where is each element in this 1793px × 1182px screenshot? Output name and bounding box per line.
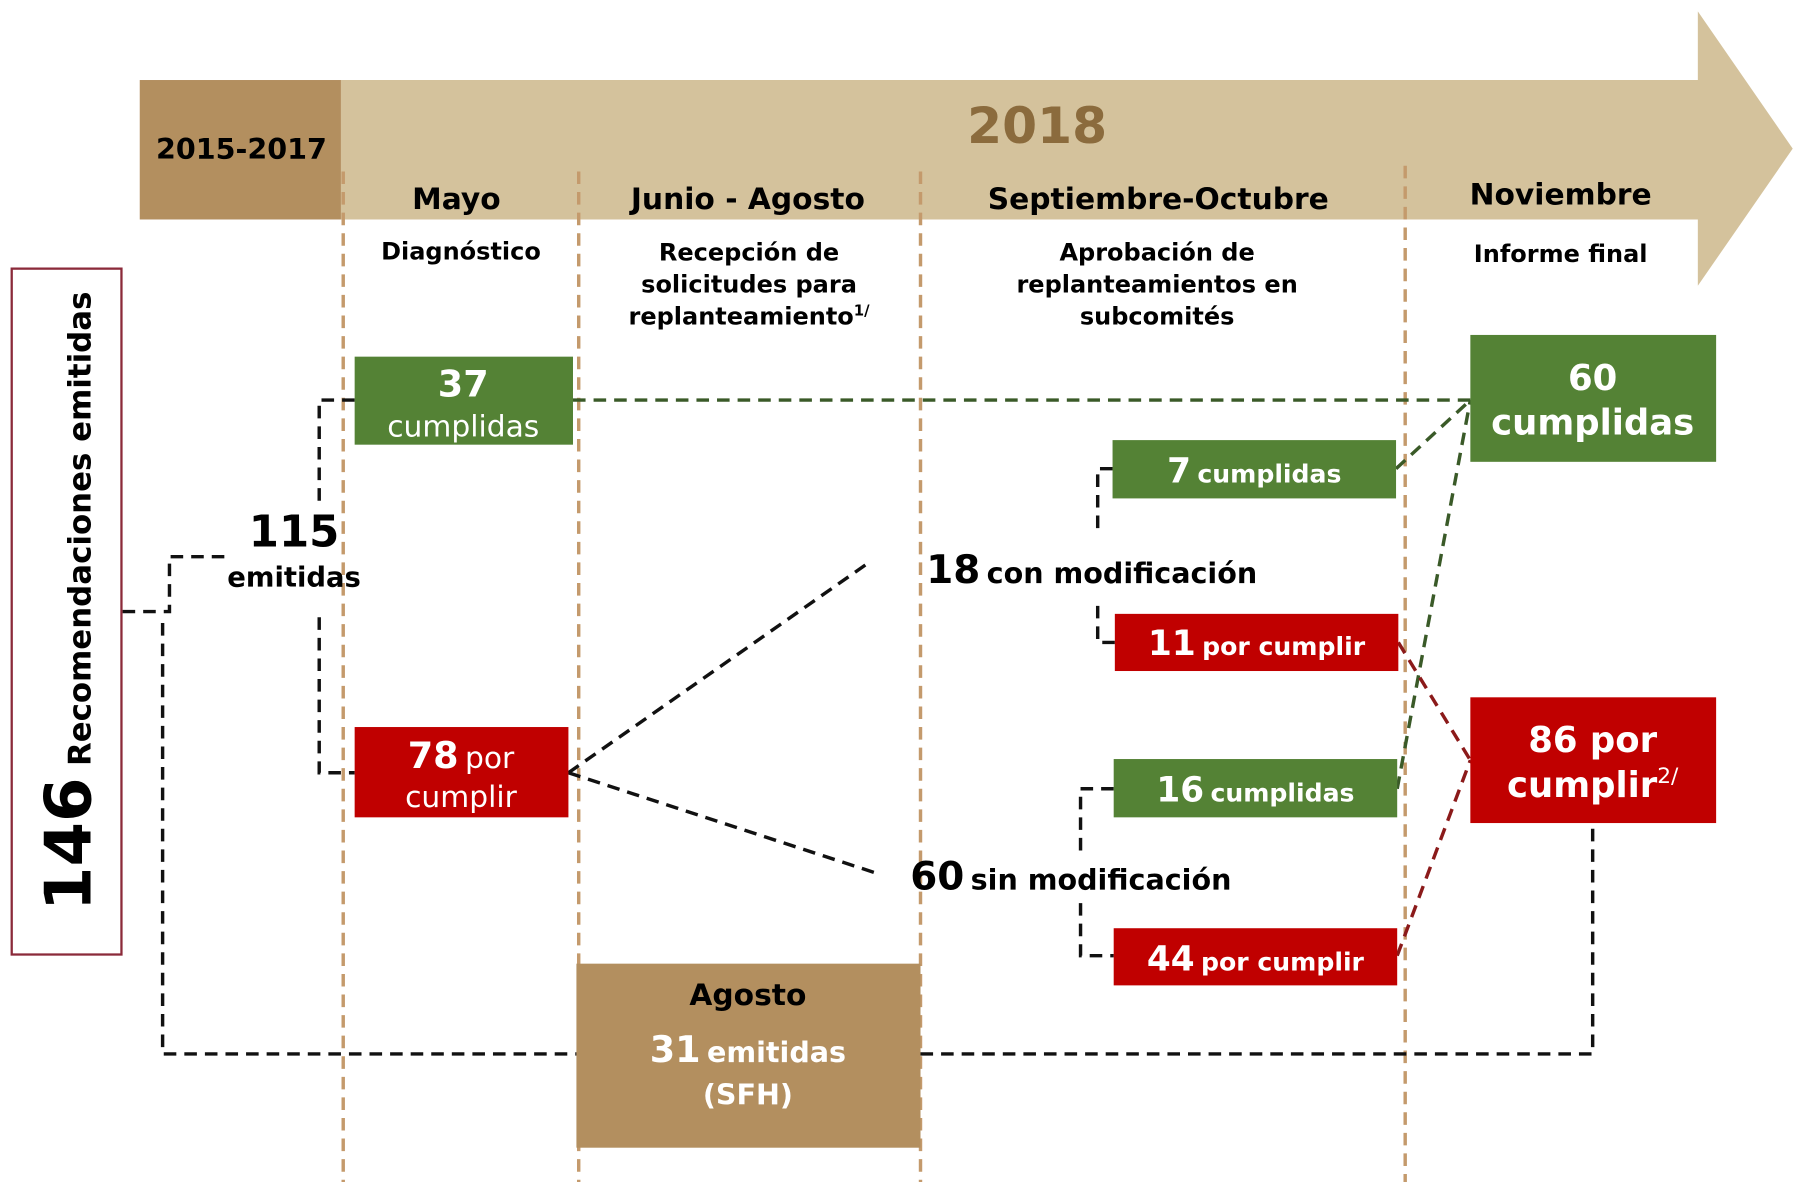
connector — [1394, 398, 1472, 470]
final-pending-box — [1470, 697, 1717, 824]
note: 1/ — [854, 302, 870, 320]
connector — [1395, 399, 1473, 790]
connector — [567, 771, 882, 877]
node-value: 115 — [249, 507, 340, 557]
node: 44 por cumplir — [1147, 940, 1365, 980]
node-value: 60 — [910, 854, 964, 899]
connector — [160, 623, 577, 1056]
connector — [920, 823, 1595, 1056]
august-box — [576, 963, 921, 1148]
august-source: (SFH) — [703, 1077, 793, 1111]
node-label: cumplidas — [387, 410, 539, 445]
node: 7 cumplidas — [1167, 451, 1341, 491]
node-label: por — [465, 741, 515, 776]
connector — [122, 554, 226, 614]
node: cumplir2/ — [1507, 764, 1679, 806]
period: 2015-2017 — [156, 132, 327, 166]
met-box — [1112, 440, 1397, 499]
node-label: cumplidas — [1491, 402, 1694, 443]
stage-line: replanteamiento — [628, 303, 853, 331]
node-value: 37 — [438, 363, 489, 406]
node-label: cumplidas — [1197, 459, 1341, 488]
connector — [1395, 759, 1472, 957]
node-value: 60 — [1568, 358, 1617, 399]
node-value: 78 — [408, 734, 459, 777]
stage: replanteamientos en — [1016, 271, 1297, 299]
node-label: cumplir — [1507, 765, 1658, 806]
node-value: 31 — [650, 1028, 701, 1071]
node-value: 18 — [926, 548, 980, 593]
month: Junio - Agosto — [629, 182, 865, 217]
node: 60 sin modificación — [910, 854, 1231, 899]
stage: Aprobación de — [1059, 239, 1254, 267]
connector — [1396, 641, 1472, 762]
met-box — [354, 356, 573, 445]
node-label: con modificación — [987, 556, 1258, 590]
pending-box — [354, 727, 569, 818]
column-dividers — [341, 165, 1407, 1182]
node: 31 emitidas — [650, 1028, 846, 1071]
node-label: emitidas — [707, 1035, 846, 1069]
total-box — [10, 267, 123, 956]
final-met-box — [1470, 334, 1717, 462]
pending-box — [1114, 613, 1399, 672]
node-label: por cumplir — [1201, 948, 1365, 977]
total: 146 Recomendaciones emitidas — [33, 292, 107, 912]
august-month: Agosto — [689, 978, 806, 1013]
stage: subcomités — [1080, 303, 1235, 331]
month: Noviembre — [1470, 178, 1652, 213]
months: Mayo Junio - Agosto Septiembre-Octubre N… — [412, 178, 1652, 218]
connectors — [122, 398, 1595, 1056]
stage: solicitudes para — [641, 271, 857, 299]
stage: Diagnóstico — [381, 237, 541, 265]
node: 11 por cumplir — [1148, 624, 1366, 664]
month: Mayo — [412, 182, 501, 217]
connector — [317, 398, 355, 503]
stage: replanteamiento1/ — [628, 302, 870, 331]
met-box — [1113, 759, 1398, 818]
node-value: 7 — [1167, 451, 1191, 491]
node-label: cumplidas — [1210, 778, 1354, 807]
node-value: 86 — [1528, 720, 1577, 761]
node-value: 16 — [1156, 770, 1204, 810]
connector — [1078, 903, 1114, 958]
total-value: 146 — [33, 777, 107, 911]
connector — [1095, 605, 1115, 645]
connector — [1095, 466, 1113, 532]
node-label: sin modificación — [971, 862, 1232, 896]
pending-box — [1113, 928, 1398, 986]
node-label: cumplir — [405, 780, 518, 815]
node: 86 por — [1528, 720, 1657, 761]
year: 2018 — [967, 96, 1107, 155]
connector — [317, 617, 355, 775]
stage: Recepción de — [659, 239, 839, 267]
node-label: emitidas — [227, 562, 361, 593]
node: 18 con modificación — [926, 548, 1257, 593]
node: 16 cumplidas — [1156, 770, 1354, 810]
node-label: por — [1590, 720, 1658, 761]
node-value: 11 — [1148, 624, 1196, 664]
period-box — [139, 80, 341, 220]
timeline-arrow — [340, 11, 1793, 286]
node-value: 44 — [1147, 940, 1195, 980]
note: 2/ — [1657, 764, 1679, 789]
connector — [1078, 787, 1114, 858]
stage: Informe final — [1474, 240, 1648, 268]
month: Septiembre-Octubre — [988, 182, 1329, 217]
total-label: Recomendaciones emitidas — [63, 292, 99, 767]
connector — [567, 561, 871, 775]
node: 78 por — [408, 734, 515, 777]
node-label: por cumplir — [1202, 632, 1366, 661]
stages: Diagnóstico Recepción de solicitudes par… — [381, 237, 1647, 330]
